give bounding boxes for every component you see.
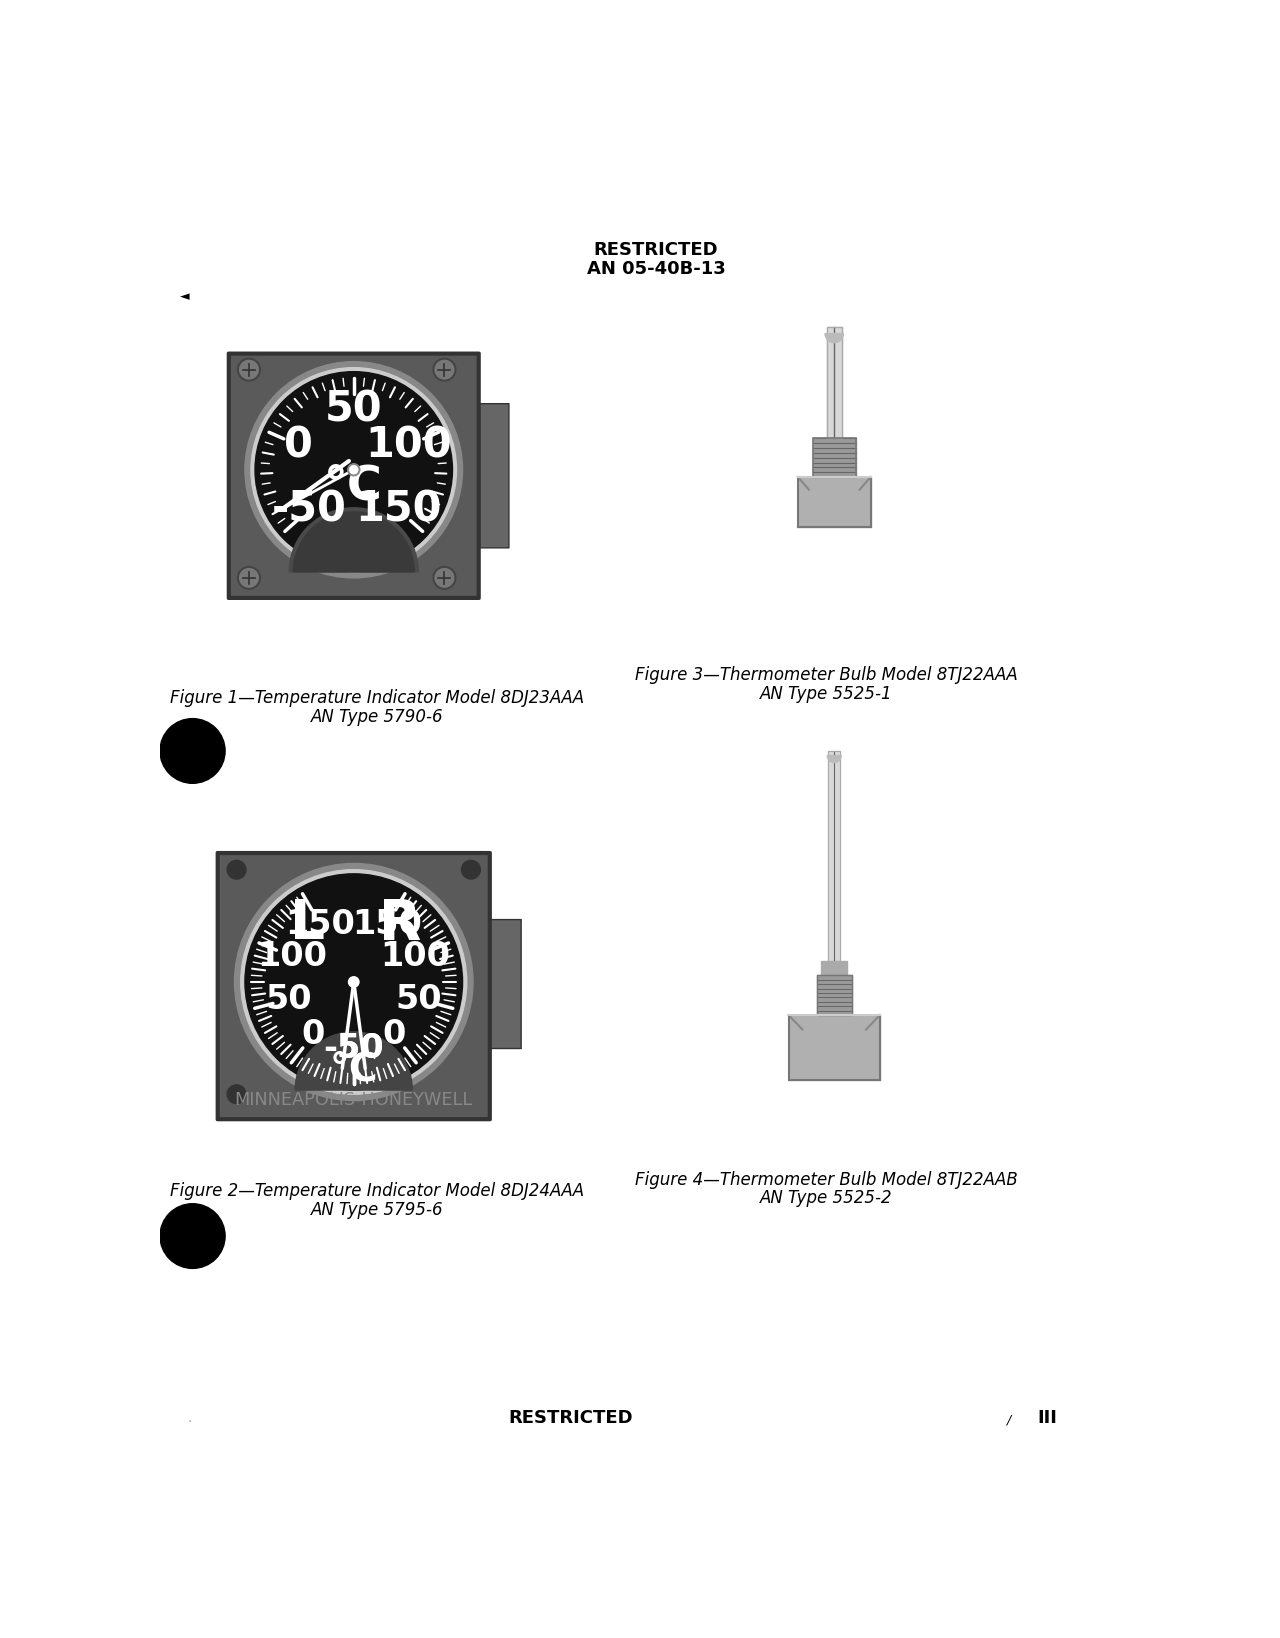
Text: 100: 100 <box>380 940 451 973</box>
Text: III: III <box>1037 1409 1057 1427</box>
Text: 150: 150 <box>356 490 442 531</box>
Text: Figure 1—Temperature Indicator Model 8DJ23AAA: Figure 1—Temperature Indicator Model 8DJ… <box>170 690 584 708</box>
Circle shape <box>251 367 457 572</box>
Bar <box>828 750 840 962</box>
Bar <box>813 439 856 477</box>
Text: 50: 50 <box>266 983 312 1016</box>
Wedge shape <box>289 508 419 572</box>
Circle shape <box>227 1084 246 1104</box>
Bar <box>813 439 856 477</box>
Text: 150: 150 <box>285 907 356 940</box>
Bar <box>817 975 851 1016</box>
Circle shape <box>462 860 480 880</box>
Text: 100: 100 <box>366 424 452 467</box>
Circle shape <box>238 359 260 380</box>
Circle shape <box>160 719 225 783</box>
Circle shape <box>348 976 358 988</box>
Circle shape <box>348 464 360 475</box>
Text: -50: -50 <box>324 1032 384 1065</box>
Wedge shape <box>293 511 415 572</box>
Text: 0: 0 <box>301 1019 325 1052</box>
Text: 0: 0 <box>383 1019 406 1052</box>
Bar <box>828 750 840 962</box>
Wedge shape <box>827 755 841 763</box>
Text: R: R <box>379 896 421 950</box>
Wedge shape <box>826 334 844 342</box>
Bar <box>797 477 870 527</box>
Text: 100: 100 <box>257 940 326 973</box>
Bar <box>827 328 842 439</box>
Circle shape <box>227 860 246 880</box>
Text: AN Type 5795-6: AN Type 5795-6 <box>311 1201 443 1219</box>
Text: AN Type 5525-1: AN Type 5525-1 <box>760 685 893 703</box>
Circle shape <box>244 873 462 1089</box>
Text: RESTRICTED: RESTRICTED <box>594 241 718 259</box>
Text: °C: °C <box>324 462 383 509</box>
Text: Figure 4—Thermometer Bulb Model 8TJ22AAB: Figure 4—Thermometer Bulb Model 8TJ22AAB <box>635 1171 1018 1189</box>
FancyBboxPatch shape <box>229 354 479 598</box>
Bar <box>817 975 851 1016</box>
Circle shape <box>241 870 467 1094</box>
FancyBboxPatch shape <box>218 853 490 1119</box>
Text: L: L <box>291 896 325 950</box>
Circle shape <box>160 1204 225 1268</box>
Text: Figure 3—Thermometer Bulb Model 8TJ22AAA: Figure 3—Thermometer Bulb Model 8TJ22AAA <box>635 667 1018 685</box>
Circle shape <box>349 465 358 473</box>
Text: °C: °C <box>329 1050 378 1088</box>
Circle shape <box>238 567 260 590</box>
Text: -50: -50 <box>324 1032 384 1065</box>
Text: RESTRICTED: RESTRICTED <box>508 1409 634 1427</box>
FancyBboxPatch shape <box>475 919 521 1048</box>
Text: AN Type 5525-2: AN Type 5525-2 <box>760 1189 893 1207</box>
FancyBboxPatch shape <box>465 403 509 547</box>
Bar <box>822 962 847 975</box>
Circle shape <box>244 362 462 578</box>
Bar <box>827 328 842 439</box>
Text: ◄: ◄ <box>180 290 189 303</box>
Bar <box>788 1016 879 1081</box>
Text: ·: · <box>187 1415 192 1428</box>
Text: AN 05-40B-13: AN 05-40B-13 <box>586 260 726 278</box>
Circle shape <box>434 359 456 380</box>
Text: 50: 50 <box>325 388 383 431</box>
Text: /: / <box>1006 1414 1011 1427</box>
Circle shape <box>434 567 456 590</box>
Text: AN Type 5790-6: AN Type 5790-6 <box>311 708 443 726</box>
Text: 150: 150 <box>352 907 422 940</box>
Text: -50: -50 <box>271 490 347 531</box>
Text: Figure 2—Temperature Indicator Model 8DJ24AAA: Figure 2—Temperature Indicator Model 8DJ… <box>170 1183 584 1201</box>
Text: MINNEAPOLIS-HONEYWELL: MINNEAPOLIS-HONEYWELL <box>234 1091 472 1109</box>
Wedge shape <box>296 1032 412 1089</box>
Circle shape <box>255 372 453 568</box>
Text: 50: 50 <box>396 983 442 1016</box>
Text: 0: 0 <box>284 424 314 467</box>
Circle shape <box>234 863 474 1101</box>
